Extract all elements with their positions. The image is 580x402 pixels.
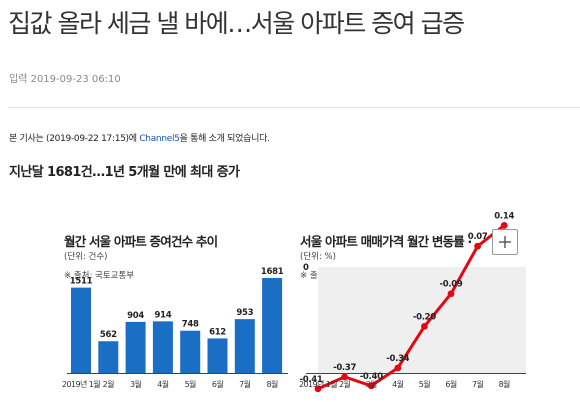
x-tick-label: 7월 [239, 379, 250, 389]
chart-source: ※ 출처: 국토교통부 [64, 271, 135, 281]
x-tick-label: 6월 [445, 379, 456, 389]
x-tick-label: 8월 [266, 379, 277, 389]
x-tick-label: 2월 [339, 379, 350, 389]
data-label: -0.20 [413, 312, 436, 322]
data-label: 914 [154, 310, 171, 320]
x-tick-label: 4월 [157, 379, 168, 389]
chart-unit: (단위: %) [300, 252, 336, 262]
source-note: 본 기사는 (2019-09-22 17:15)에 Channel5을 통해 소… [9, 131, 270, 144]
data-point [367, 382, 375, 390]
data-label: -0.09 [440, 280, 463, 290]
zoom-button[interactable] [492, 229, 518, 255]
article-headline: 집값 올라 세금 낼 바에…서울 아파트 증여 급증 [8, 9, 465, 38]
data-label: 1681 [261, 267, 284, 277]
bar [234, 319, 255, 373]
data-point [341, 373, 348, 381]
data-point [421, 323, 428, 330]
chart-title: 월간 서울 아파트 증여건수 추이 [64, 234, 218, 249]
chart-unit: (단위: 건수) [64, 252, 108, 262]
data-label: 748 [182, 320, 199, 330]
y-tick-label: 0 [303, 263, 309, 273]
data-label: -0.37 [333, 363, 356, 373]
data-label: 612 [209, 327, 226, 337]
x-tick-label: 5월 [185, 379, 196, 389]
publish-date: 입력 2019-09-23 06:10 [9, 74, 121, 85]
data-label: 0.07 [468, 232, 488, 242]
data-label: 904 [127, 311, 144, 321]
data-point [394, 364, 402, 372]
x-tick-label: 3월 [366, 379, 377, 389]
data-point [314, 385, 322, 393]
x-tick-label: 3월 [130, 379, 141, 389]
header-divider [8, 107, 580, 108]
data-label: 562 [100, 330, 117, 340]
data-point [500, 222, 508, 229]
price-change-chart: 서울 아파트 매매가격 월간 변동률 · (단위: %) ※ 출처: 한국감정원… [299, 211, 530, 401]
bar [180, 330, 201, 373]
source-prefix: 본 기사는 (2019-09-22 17:15)에 [9, 134, 140, 144]
bar [71, 287, 91, 373]
source-suffix: 을 통해 소개 되었습니다. [179, 134, 270, 144]
data-label: 953 [236, 308, 253, 318]
data-point [474, 242, 481, 250]
negative-area-shade [318, 267, 526, 373]
donation-count-chart: 월간 서울 아파트 증여건수 추이 (단위: 건수) ※ 출처: 국토교통부 1… [62, 231, 290, 401]
bar [207, 338, 228, 373]
x-tick-label: 5월 [419, 379, 430, 389]
data-point [447, 290, 455, 298]
data-label: -0.41 [300, 375, 323, 385]
chart-title: 서울 아파트 매매가격 월간 변동률 · [300, 234, 472, 249]
bar [262, 278, 283, 373]
bar [125, 321, 146, 373]
bar [152, 321, 173, 373]
source-link[interactable]: Channel5 [139, 134, 180, 144]
x-tick-label: 8월 [499, 379, 510, 389]
plus-icon [499, 236, 511, 248]
data-label: 1511 [70, 277, 93, 287]
data-label: -0.40 [360, 372, 383, 382]
x-tick-label: 2019년 1월 [299, 379, 337, 389]
x-tick-label: 2월 [103, 379, 114, 389]
bar [98, 341, 119, 373]
article-subheadline: 지난달 1681건…1년 5개월 만에 최대 증가 [9, 165, 240, 180]
x-tick-label: 2019년 1월 [62, 379, 100, 389]
data-label: -0.34 [386, 354, 409, 364]
bar-chart-plot: 1511 2019년 1월 562 2월 904 3월 914 4월 748 5월 612 6월 953… [62, 267, 288, 389]
x-tick-label: 7월 [472, 379, 483, 389]
data-label: 0.14 [494, 211, 514, 221]
x-tick-label: 6월 [212, 379, 223, 389]
x-tick-label: 4월 [392, 379, 403, 389]
series-line [317, 224, 506, 391]
